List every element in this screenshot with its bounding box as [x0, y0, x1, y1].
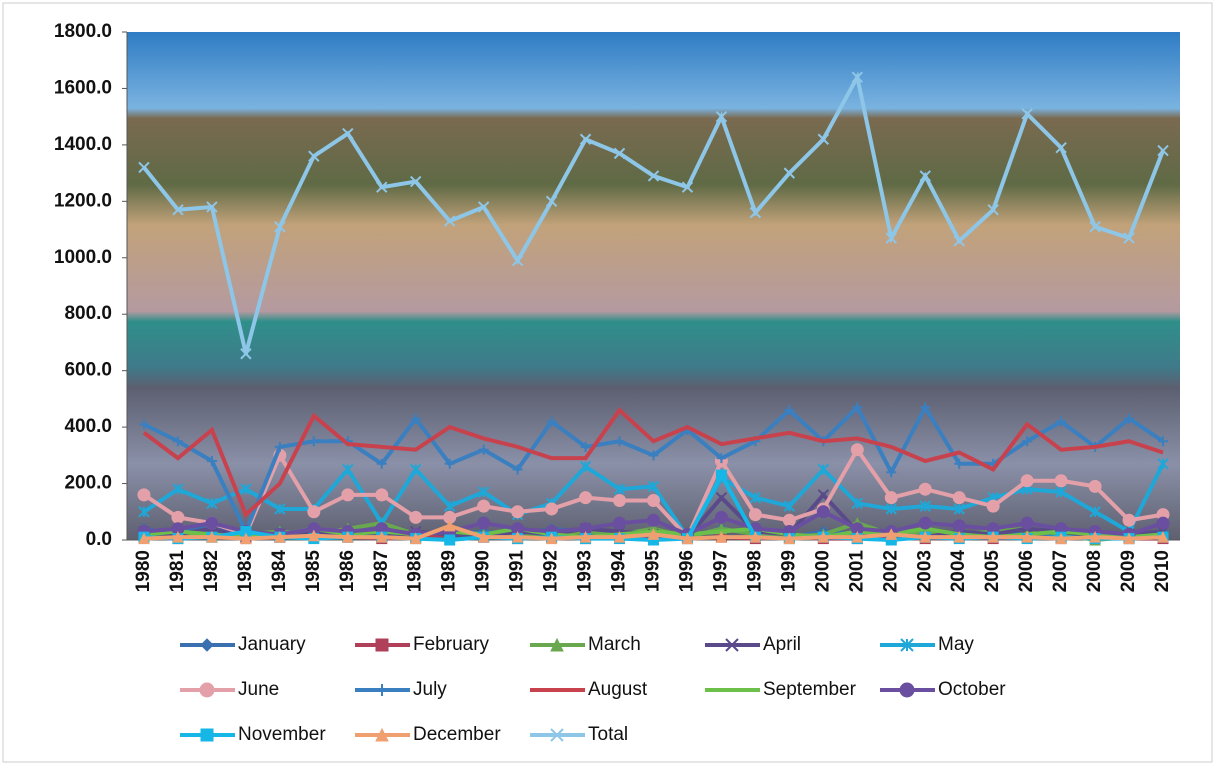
x-tick-label: 1999: [778, 550, 799, 592]
legend-label: March: [588, 634, 641, 655]
legend-label: September: [763, 679, 857, 700]
x-tick-label: 1997: [710, 550, 731, 592]
marker: [715, 511, 727, 523]
x-tick-label: 2000: [812, 550, 833, 592]
marker: [376, 639, 388, 651]
marker: [885, 492, 897, 504]
x-tick-label: 1980: [133, 550, 154, 592]
marker: [648, 514, 660, 526]
marker: [919, 483, 931, 495]
marker: [308, 506, 320, 518]
legend-label: June: [238, 679, 279, 700]
legend-label: February: [413, 634, 490, 655]
x-tick-label: 2006: [1016, 550, 1037, 592]
y-tick-label: 800.0: [64, 303, 112, 324]
marker: [138, 489, 150, 501]
marker: [478, 517, 490, 529]
marker: [614, 494, 626, 506]
x-tick-label: 1991: [507, 550, 528, 593]
x-tick-label: 2008: [1084, 550, 1105, 592]
marker: [546, 503, 558, 515]
marker: [1021, 517, 1033, 529]
y-tick-label: 1800.0: [54, 21, 112, 42]
y-tick-label: 400.0: [64, 416, 112, 437]
marker: [512, 506, 524, 518]
marker: [987, 500, 999, 512]
legend-label: December: [413, 724, 501, 745]
marker: [201, 729, 213, 741]
marker: [445, 535, 455, 545]
x-tick-label: 2005: [982, 550, 1003, 593]
marker: [376, 489, 388, 501]
marker: [648, 494, 660, 506]
marker: [749, 509, 761, 521]
x-tick-label: 1988: [405, 550, 426, 592]
legend-label: January: [238, 634, 306, 655]
y-tick-label: 0.0: [86, 529, 112, 550]
x-tick-label: 1995: [643, 550, 664, 593]
x-tick-label: 1998: [744, 550, 765, 592]
marker: [1089, 480, 1101, 492]
legend-label: May: [938, 634, 974, 655]
x-tick-label: 1994: [609, 550, 630, 593]
x-tick-label: 2001: [846, 550, 867, 593]
marker: [1055, 475, 1067, 487]
marker: [783, 514, 795, 526]
marker: [1123, 514, 1135, 526]
marker: [953, 492, 965, 504]
y-tick-label: 1600.0: [54, 77, 112, 98]
x-tick-label: 1985: [303, 550, 324, 593]
x-tick-label: 1984: [269, 550, 290, 593]
marker: [172, 511, 184, 523]
marker: [900, 683, 914, 697]
marker: [716, 470, 726, 480]
marker: [851, 444, 863, 456]
y-tick-label: 200.0: [64, 473, 112, 494]
legend-label: Total: [588, 724, 628, 745]
marker: [614, 517, 626, 529]
x-tick-label: 2003: [914, 550, 935, 592]
marker: [953, 520, 965, 532]
x-tick-label: 2002: [880, 550, 901, 592]
x-tick-label: 1990: [473, 550, 494, 592]
x-tick-label: 1983: [235, 550, 256, 592]
marker: [410, 511, 422, 523]
legend-label: October: [938, 679, 1006, 700]
marker: [200, 683, 214, 697]
marker: [342, 489, 354, 501]
marker: [478, 500, 490, 512]
x-tick-label: 1993: [575, 550, 596, 592]
y-tick-label: 1400.0: [54, 134, 112, 155]
legend-label: July: [413, 679, 447, 700]
marker: [206, 517, 218, 529]
marker: [580, 492, 592, 504]
x-tick-label: 2010: [1152, 550, 1173, 592]
y-tick-label: 600.0: [64, 360, 112, 381]
x-tick-label: 1996: [676, 550, 697, 592]
x-tick-label: 1981: [167, 550, 188, 593]
marker: [1157, 517, 1169, 529]
x-tick-label: 1982: [201, 550, 222, 592]
y-tick-label: 1000.0: [54, 247, 112, 268]
marker: [817, 506, 829, 518]
y-tick-label: 1200.0: [54, 190, 112, 211]
chart: 0.0 200.0 400.0 600.0 800.0 1000.0 1200.0 1400.…: [0, 0, 1215, 765]
x-tick-label: 2009: [1118, 550, 1139, 592]
x-tick-label: 1986: [337, 550, 358, 592]
legend-label: April: [763, 634, 801, 655]
marker: [919, 517, 931, 529]
marker: [1021, 475, 1033, 487]
x-tick-label: 2007: [1050, 550, 1071, 592]
x-tick-label: 1987: [371, 550, 392, 592]
legend-label: August: [588, 679, 648, 700]
x-tick-label: 1989: [439, 550, 460, 592]
x-tick-label: 1992: [541, 550, 562, 592]
legend-label: November: [238, 724, 326, 745]
x-tick-label: 2004: [948, 550, 969, 593]
